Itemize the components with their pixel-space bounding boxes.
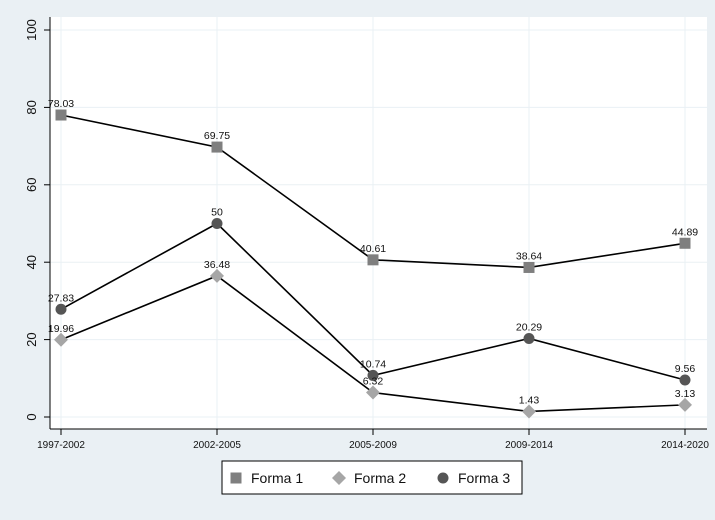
data-label: 50 (211, 207, 223, 219)
data-label: 20.29 (516, 321, 542, 333)
data-label: 19.96 (48, 323, 74, 335)
data-point (366, 385, 380, 400)
data-label: 78.03 (48, 98, 74, 110)
data-point (54, 332, 68, 347)
data-point (55, 109, 67, 121)
data-label: 6.32 (363, 376, 384, 388)
data-point (522, 404, 536, 419)
legend-label: Forma 3 (458, 470, 510, 486)
data-labels: 78.03 69.75 40.61 38.64 44.89 19.96 36.48 6.32 1… (48, 98, 698, 406)
axes (49, 17, 707, 430)
data-point (523, 261, 535, 273)
y-tick-label: 60 (24, 178, 39, 192)
data-label: 1.43 (519, 394, 540, 406)
data-point (211, 218, 223, 229)
x-tick-label: 2014-2020 (661, 440, 709, 451)
x-tick-label: 1997-2002 (37, 440, 85, 451)
series-group (54, 109, 692, 419)
legend-marker-2 (332, 471, 346, 485)
data-label: 69.75 (204, 130, 230, 142)
data-label: 44.89 (672, 226, 698, 238)
data-point (523, 332, 535, 344)
data-label: 38.64 (516, 250, 542, 262)
x-tick-label: 2005-2009 (349, 440, 397, 451)
y-ticks: 0 20 40 60 80 100 (24, 19, 50, 421)
x-ticks: 1997-2002 2002-2005 2005-2009 2009-2014 2014… (37, 429, 709, 451)
y-tick-label: 0 (24, 413, 39, 420)
legend-marker-3 (437, 472, 449, 484)
data-label: 10.74 (360, 358, 386, 370)
data-point (679, 237, 691, 249)
legend-box (221, 460, 523, 495)
x-tick-label: 2002-2005 (193, 440, 241, 451)
legend-label: Forma 2 (354, 470, 406, 486)
data-point (367, 254, 379, 266)
y-tick-label: 40 (24, 255, 39, 269)
data-point (211, 141, 223, 153)
x-tick-label: 2009-2014 (505, 440, 553, 451)
data-point (678, 397, 692, 412)
legend-label: Forma 1 (251, 470, 303, 486)
y-tick-label: 20 (24, 332, 39, 346)
data-label: 40.61 (360, 243, 386, 255)
data-point (367, 369, 379, 381)
legend: Forma 1 Forma 2 Forma 3 (221, 460, 523, 495)
data-label: 36.48 (204, 259, 230, 271)
plot-area (50, 17, 707, 429)
data-label: 9.56 (675, 363, 696, 375)
y-tick-label: 100 (24, 19, 39, 41)
y-tick-label: 80 (24, 100, 39, 114)
data-label: 3.13 (675, 388, 696, 400)
data-point (55, 303, 67, 315)
data-point (679, 374, 691, 386)
data-point (210, 268, 224, 283)
data-label: 27.83 (48, 292, 74, 304)
legend-marker-1 (230, 472, 242, 484)
